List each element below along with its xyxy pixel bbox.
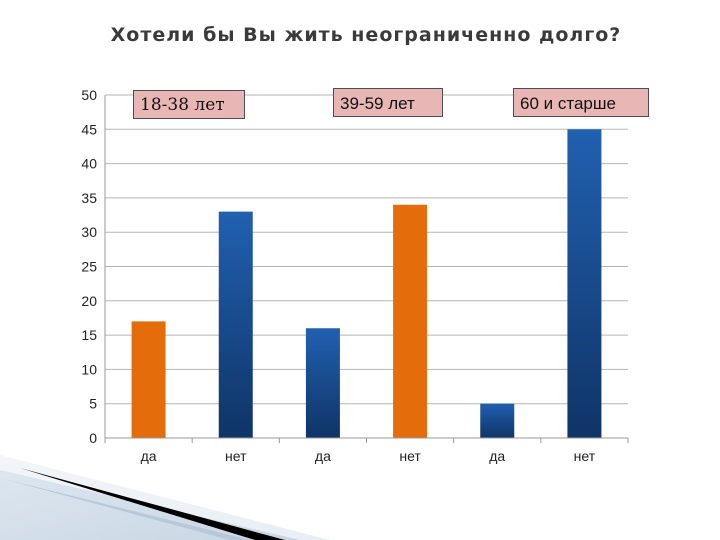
bar: [480, 403, 515, 438]
group-label-39-59: 39-59 лет: [333, 88, 443, 117]
x-tick-label: нет: [399, 448, 421, 464]
x-tick-label: нет: [225, 448, 247, 464]
y-tick-label: 5: [89, 396, 97, 412]
y-tick-label: 0: [89, 430, 97, 446]
y-tick-label: 15: [81, 327, 97, 343]
group-label-18-38: 18-38 лет: [133, 90, 245, 119]
bar: [218, 211, 253, 438]
x-tick-label: да: [315, 448, 331, 464]
x-axis: да нет да нет да нет: [104, 437, 629, 464]
chart-title: Хотели бы Вы жить неограниченно долго?: [110, 24, 622, 46]
y-tick-label: 35: [81, 190, 97, 206]
grid-lines: [105, 94, 628, 439]
group-label-60-plus: 60 и старше: [513, 88, 649, 117]
y-axis: 0 5 10 15 20 25 30 35 40 45 50: [81, 87, 106, 446]
y-tick-label: 10: [81, 361, 97, 377]
y-tick-label: 20: [81, 293, 97, 309]
y-tick-label: 25: [81, 259, 97, 275]
x-tick-label: да: [489, 448, 505, 464]
y-tick-label: 50: [81, 87, 97, 103]
y-tick-label: 45: [81, 121, 97, 137]
y-tick-label: 40: [81, 156, 97, 172]
x-tick-label: да: [141, 448, 157, 464]
y-tick-label: 30: [81, 224, 97, 240]
bar: [567, 129, 602, 439]
bar: [305, 328, 340, 438]
bar: [393, 204, 428, 438]
x-tick-label: нет: [574, 448, 596, 464]
bars: [131, 129, 602, 439]
bar: [131, 321, 166, 438]
corner-decoration: [0, 448, 330, 540]
